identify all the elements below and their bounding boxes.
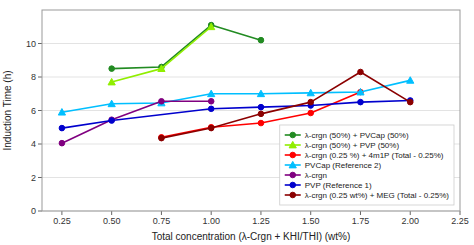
x-tick xyxy=(61,211,62,215)
data-point xyxy=(358,69,364,75)
legend-marker xyxy=(290,152,296,158)
data-point xyxy=(159,98,165,104)
legend-box xyxy=(280,125,454,205)
data-point xyxy=(407,99,413,105)
data-point xyxy=(258,104,264,110)
y-tick xyxy=(38,144,42,145)
data-point xyxy=(258,111,264,117)
x-tick xyxy=(460,211,461,215)
x-tick xyxy=(410,211,411,215)
x-tick xyxy=(211,211,212,215)
x-tick-label: 2.00 xyxy=(401,216,419,226)
y-tick xyxy=(38,110,42,111)
y-tick xyxy=(38,77,42,78)
y-tick xyxy=(38,177,42,178)
data-point xyxy=(159,135,165,141)
y-tick xyxy=(38,211,42,212)
data-point xyxy=(158,65,165,71)
data-point xyxy=(258,120,264,126)
x-tick xyxy=(111,211,112,215)
data-point xyxy=(308,110,314,116)
data-point xyxy=(307,89,314,95)
x-tick-label: 1.75 xyxy=(352,216,370,226)
data-point xyxy=(357,88,364,94)
grid-line xyxy=(42,77,460,78)
legend-label: PVP (Reference 1) xyxy=(305,181,372,190)
legend: λ-crgn (50%) + PVCap (50%)λ-crgn (50%) +… xyxy=(280,125,454,205)
data-point xyxy=(358,99,364,105)
data-point xyxy=(208,106,214,112)
series-line xyxy=(62,100,410,128)
y-tick-label: 2 xyxy=(31,173,36,183)
data-point xyxy=(208,98,214,104)
x-tick-label: 0.50 xyxy=(103,216,121,226)
grid-line xyxy=(42,43,460,44)
grid-line xyxy=(42,110,460,111)
data-point xyxy=(58,109,65,115)
legend-marker xyxy=(290,172,296,178)
y-tick-label: 6 xyxy=(31,106,36,116)
data-point xyxy=(109,117,115,123)
x-tick-label: 1.50 xyxy=(302,216,320,226)
legend-label: λ-crgn (50%) + PVP (50%) xyxy=(305,141,400,150)
legend-label: λ-crgn xyxy=(305,171,327,180)
y-tick xyxy=(38,43,42,44)
data-point xyxy=(358,89,364,95)
x-tick xyxy=(260,211,261,215)
x-tick-label: 1.00 xyxy=(202,216,220,226)
data-point xyxy=(108,78,115,84)
legend-label: λ-crgn (0.25 %) + 4m1P (Total - 0.25%) xyxy=(305,151,444,160)
x-tick xyxy=(360,211,361,215)
legend-label: λ-crgn (50%) + PVCap (50%) xyxy=(305,131,409,140)
x-tick-label: 2.25 xyxy=(451,216,469,226)
legend-marker xyxy=(289,141,296,147)
data-point xyxy=(407,77,414,83)
legend-label: PVCap (Reference 2) xyxy=(305,161,382,170)
series-line xyxy=(62,101,211,143)
legend-marker xyxy=(290,192,296,198)
legend-marker xyxy=(290,182,296,188)
x-axis-label: Total concentration (λ-Crgn + KHI/THI) (… xyxy=(152,231,351,242)
series-line xyxy=(112,27,212,82)
x-tick-label: 1.25 xyxy=(252,216,270,226)
y-tick-label: 8 xyxy=(31,72,36,82)
data-point xyxy=(208,125,214,131)
data-point xyxy=(109,118,115,124)
y-tick-label: 4 xyxy=(31,139,36,149)
data-point xyxy=(258,37,264,43)
x-tick-label: 0.25 xyxy=(53,216,71,226)
x-tick xyxy=(161,211,162,215)
plot-frame xyxy=(42,10,460,211)
x-tick xyxy=(310,211,311,215)
data-point xyxy=(109,66,115,72)
data-point xyxy=(158,99,165,105)
data-point xyxy=(159,135,165,141)
legend-label: λ-crgn (0.25 wt%) + MEG (Total - 0.25%) xyxy=(305,191,450,200)
legend-marker xyxy=(290,132,296,138)
data-point xyxy=(257,90,264,96)
chart: 0 2 4 6 8 10 0.25 0.50 0.75 1.00 1.25 1.50 1.75 2.00 2… xyxy=(0,0,474,245)
data-point xyxy=(208,90,215,96)
data-point xyxy=(59,140,65,146)
data-point xyxy=(308,99,314,105)
legend-marker xyxy=(289,161,296,167)
data-point xyxy=(108,100,115,106)
data-point xyxy=(208,23,215,29)
y-tick-label: 10 xyxy=(26,39,36,49)
x-tick-label: 0.75 xyxy=(153,216,171,226)
data-point xyxy=(208,124,214,130)
data-point xyxy=(59,125,65,131)
y-tick-label: 0 xyxy=(31,206,36,216)
y-axis-label: Induction Time (h) xyxy=(2,70,13,150)
